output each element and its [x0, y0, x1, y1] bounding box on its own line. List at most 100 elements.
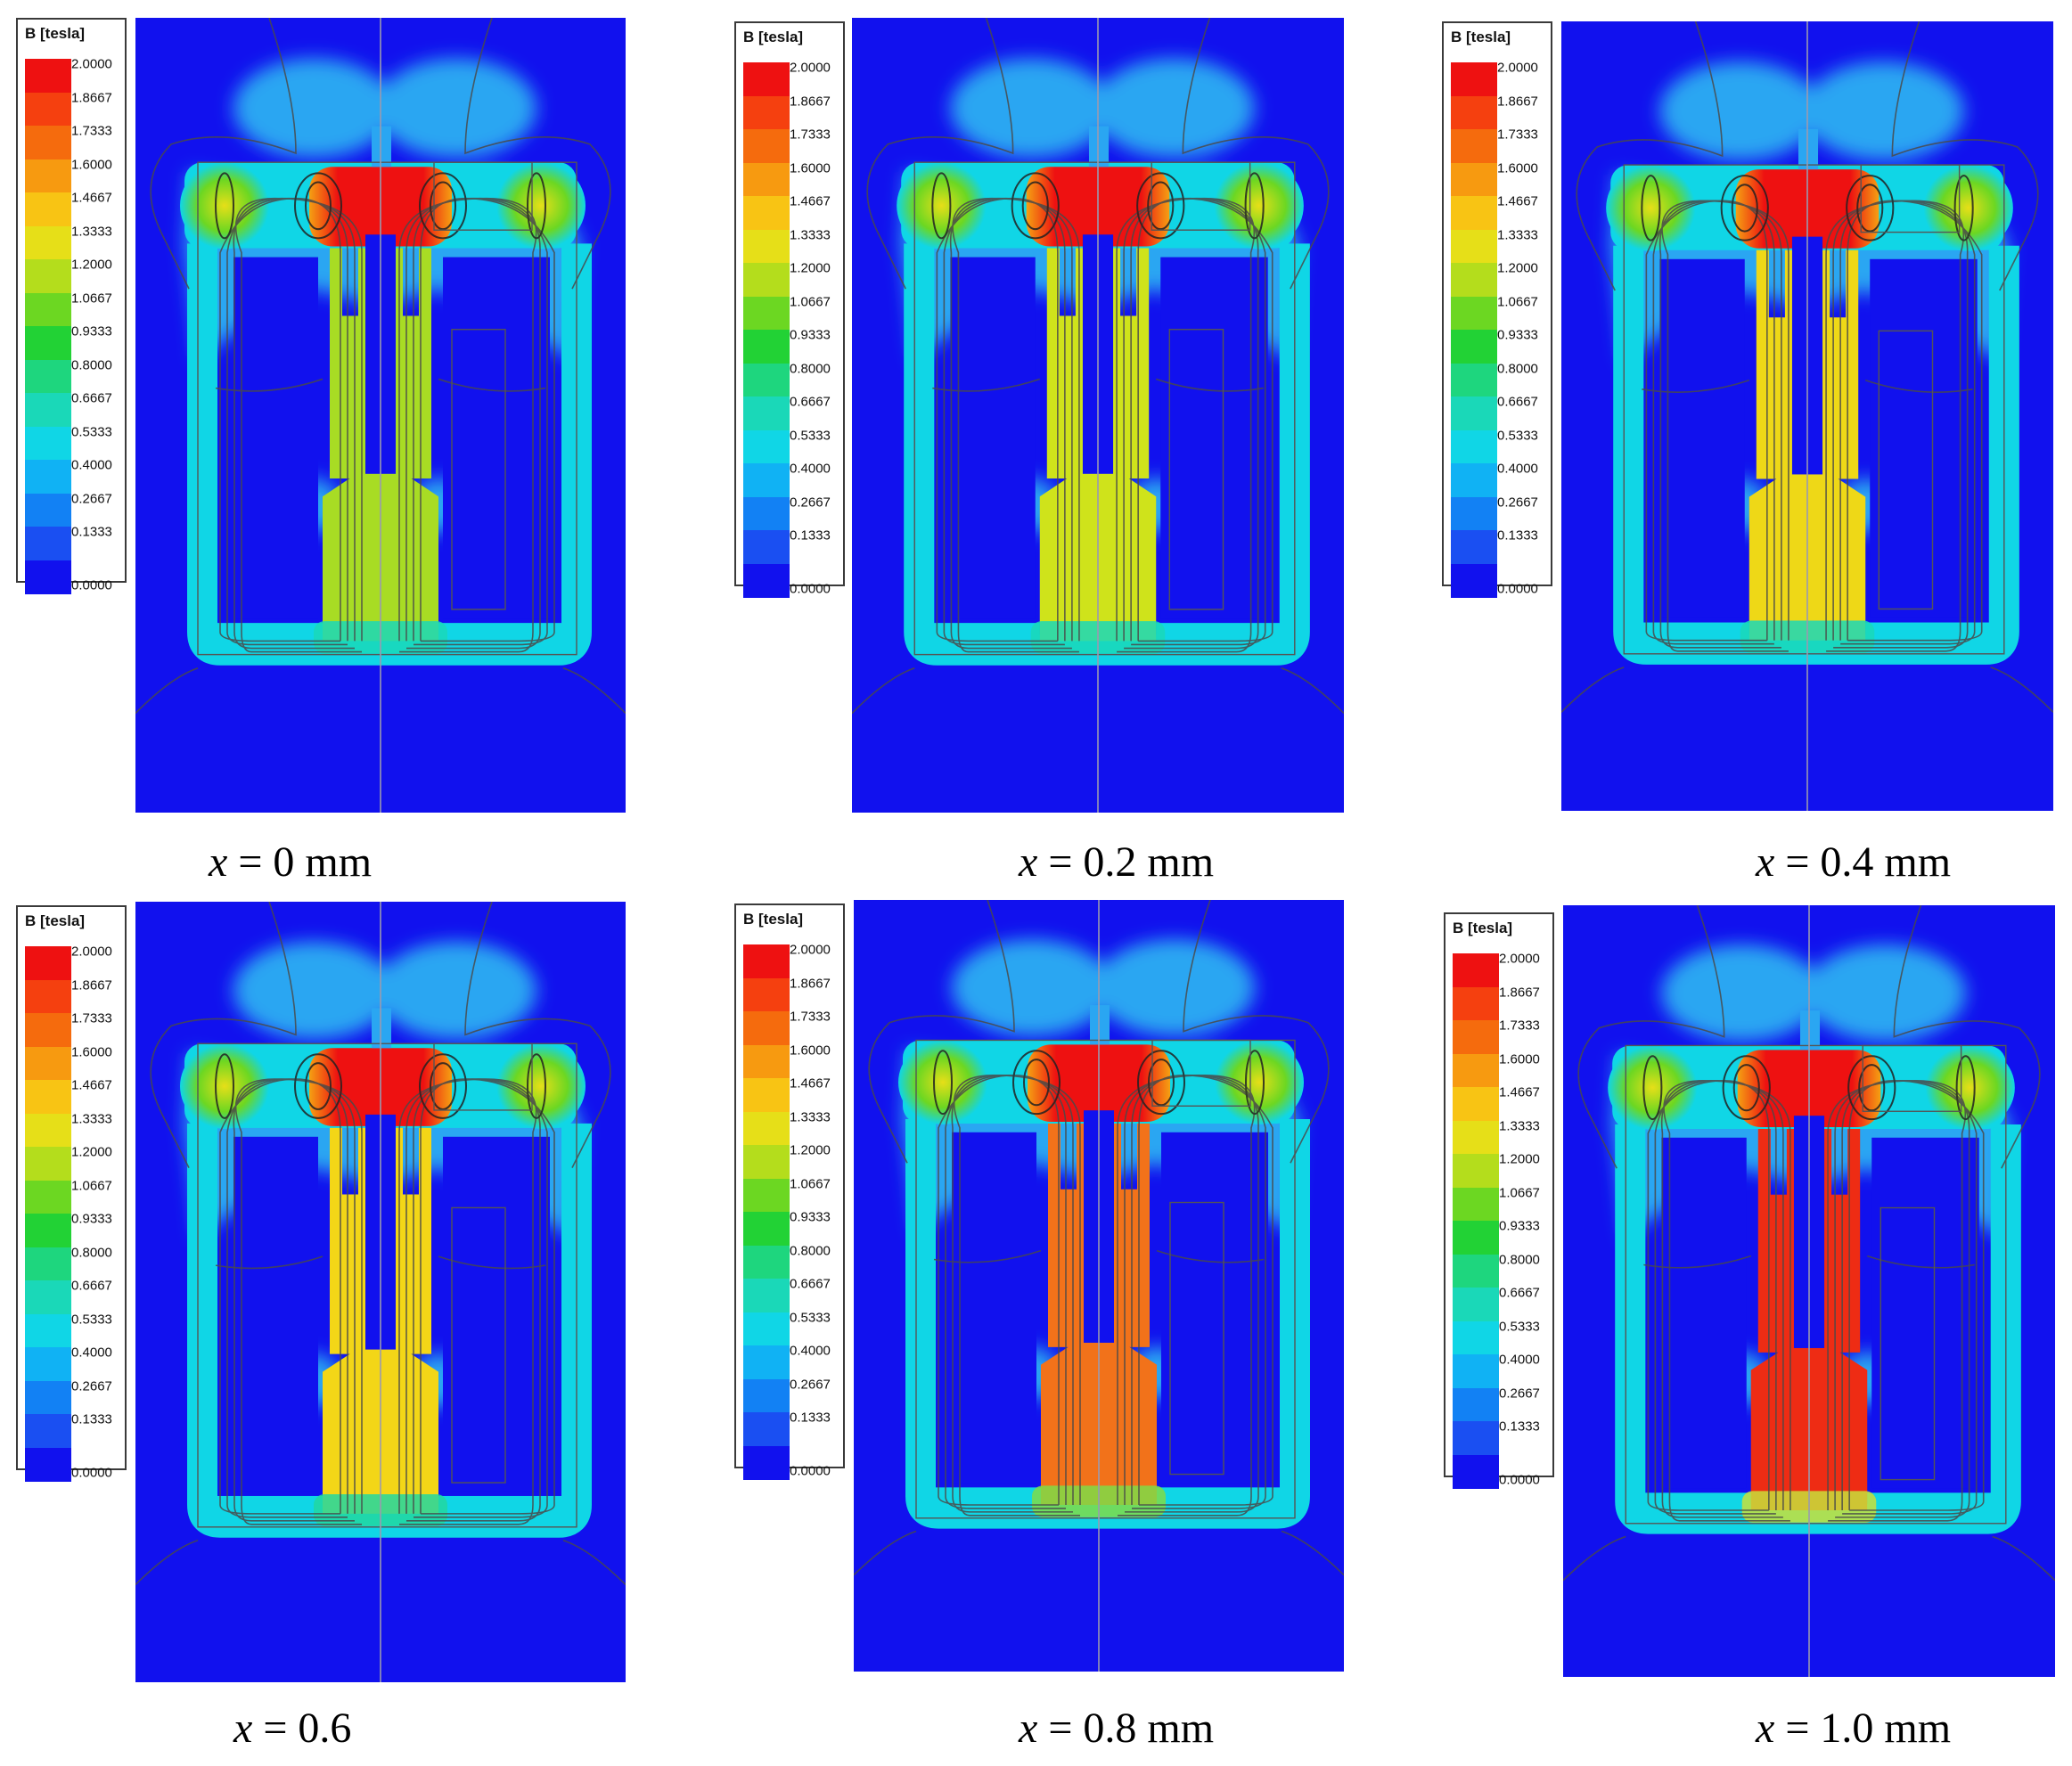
legend-tick-label: 0.9333: [1499, 1218, 1540, 1234]
legend-tick-label: 0.6667: [790, 1276, 831, 1292]
legend-tick-label: 0.1333: [790, 1410, 831, 1426]
legend-tick-label: 2.0000: [1497, 60, 1538, 76]
flux-lines: [1563, 905, 2055, 1582]
legend-swatch: [1451, 62, 1497, 96]
legend-tick-label: 1.0667: [1499, 1185, 1540, 1200]
legend-swatch: [25, 560, 71, 594]
legend-tick-label: 0.4000: [790, 1343, 831, 1359]
legend-swatch: [1451, 429, 1497, 464]
legend-swatch: [743, 296, 790, 331]
legend-swatch: [743, 397, 790, 430]
legend-swatch: [1453, 1421, 1499, 1455]
legend-tick-label: 1.7333: [71, 123, 112, 139]
legend-tick-label: 0.8000: [1499, 1252, 1540, 1267]
legend-tick-label: 1.2000: [790, 1142, 831, 1158]
legend-swatch: [1451, 563, 1497, 598]
legend-swatch: [743, 1078, 790, 1112]
legend-swatch: [743, 62, 790, 96]
legend-swatch: [25, 59, 71, 93]
legend-swatch: [743, 162, 790, 197]
flux-lines: [135, 18, 626, 715]
legend-tick-label: 0.5333: [71, 424, 112, 439]
legend-swatch: [1451, 95, 1497, 130]
legend-swatch: [743, 1345, 790, 1379]
legend-swatch: [25, 1247, 71, 1281]
panel-caption: x = 0.2 mm: [1019, 838, 1214, 887]
caption-variable: x: [1019, 838, 1038, 886]
legend-swatch: [743, 1279, 790, 1312]
legend-tick-label: 0.1333: [1499, 1419, 1540, 1435]
coil-outlines: [197, 1042, 577, 1528]
caption-variable: x: [1019, 1705, 1038, 1752]
legend-tick-label: 1.8667: [1497, 94, 1538, 109]
legend-tick-label: 2.0000: [790, 60, 831, 76]
legend-swatch: [1453, 986, 1499, 1021]
legend-swatch: [25, 527, 71, 560]
caption-variable: x: [1756, 838, 1775, 886]
panel-caption: x = 0.8 mm: [1019, 1704, 1214, 1753]
legend-swatch: [743, 330, 790, 364]
legend-swatch: [25, 192, 71, 226]
legend-swatch: [25, 1280, 71, 1314]
color-legend: B [tesla] 2.0000 1.8667 1.7333 1.6000 1.4667 1…: [734, 21, 845, 598]
legend-swatch: [743, 1145, 790, 1179]
legend-tick-label: 1.6000: [1499, 1051, 1540, 1067]
legend-swatch: [1453, 1254, 1499, 1288]
legend-tick-label: 0.6667: [790, 394, 831, 410]
legend-tick-label: 0.9333: [790, 327, 831, 343]
legend-tick-label: 0.9333: [790, 1209, 831, 1225]
legend-tick-label: 0.8000: [71, 357, 112, 372]
legend-tick-label: 1.4667: [1497, 193, 1538, 209]
legend-swatch: [743, 363, 790, 397]
legend-tick-label: 0.9333: [71, 1211, 112, 1227]
legend-swatch: [743, 129, 790, 163]
legend-swatch: [1453, 1120, 1499, 1155]
legend-tick-label: 0.5333: [1499, 1319, 1540, 1334]
coil-outlines: [913, 161, 1296, 656]
legend-swatch: [743, 95, 790, 130]
legend-tick-label: 2.0000: [71, 56, 112, 72]
legend-tick-label: 1.6000: [71, 1044, 112, 1059]
legend-tick-label: 1.0667: [71, 1178, 112, 1193]
flux-lines: [854, 900, 1344, 1576]
legend-tick-label: 1.6000: [790, 1042, 831, 1058]
legend-tick-label: 1.7333: [71, 1010, 112, 1026]
legend-swatch: [743, 429, 790, 464]
legend-tick-label: 0.9333: [71, 323, 112, 339]
legend-tick-label: 0.9333: [1497, 327, 1538, 343]
legend-tick-label: 0.0000: [71, 1465, 112, 1480]
legend-swatch: [1453, 1320, 1499, 1355]
legend-tick-label: 0.6667: [1497, 394, 1538, 410]
legend-swatch: [1453, 1454, 1499, 1489]
legend-swatch: [1453, 1387, 1499, 1422]
legend-tick-label: 0.1333: [790, 527, 831, 544]
legend-tick-label: 0.4000: [790, 461, 831, 477]
legend-tick-label: 1.2000: [1499, 1151, 1540, 1167]
legend-swatch: [25, 126, 71, 159]
legend-swatch: [25, 460, 71, 494]
legend-swatch: [25, 292, 71, 327]
legend-tick-label: 0.2667: [1499, 1386, 1540, 1401]
caption-value: = 0.4 mm: [1774, 838, 1952, 886]
legend-tick-label: 0.8000: [71, 1245, 112, 1260]
legend-swatch: [743, 1412, 790, 1446]
legend-tick-label: 0.5333: [1497, 428, 1538, 443]
legend-tick-label: 1.8667: [71, 90, 112, 105]
legend-swatch: [1451, 196, 1497, 230]
flux-density-plot: [135, 902, 626, 1682]
legend-tick-label: 1.7333: [790, 127, 831, 143]
flux-density-plot: [135, 18, 626, 813]
color-legend: B [tesla] 2.0000 1.8667 1.7333 1.6000 1.4667 1…: [734, 903, 845, 1480]
legend-swatch: [25, 426, 71, 461]
legend-swatch: [1451, 363, 1497, 397]
legend-swatch: [1451, 496, 1497, 531]
legend-tick-label: 1.3333: [1497, 227, 1538, 242]
legend-tick-label: 0.1333: [1497, 527, 1538, 544]
caption-value: = 0 mm: [227, 838, 373, 886]
legend-swatch: [743, 196, 790, 230]
legend-swatch: [743, 530, 790, 564]
flux-density-plot: [1561, 21, 2053, 811]
legend-tick-label: 1.3333: [71, 1111, 112, 1126]
legend-swatch: [743, 1011, 790, 1045]
caption-value: = 1.0 mm: [1774, 1705, 1952, 1752]
